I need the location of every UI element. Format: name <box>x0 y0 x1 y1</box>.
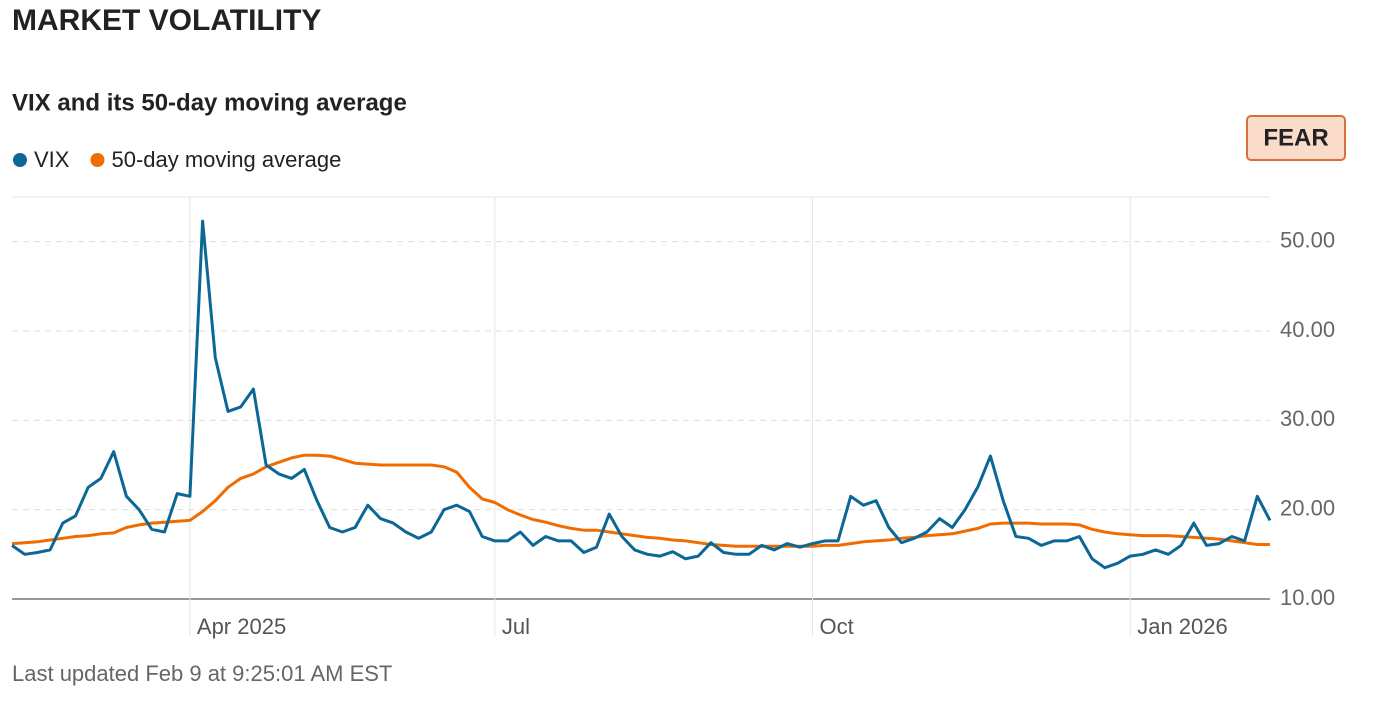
legend-swatch <box>90 153 105 167</box>
badge-box <box>1246 115 1346 161</box>
x-tick-label: Jan 2026 <box>1137 614 1228 639</box>
y-tick-label: 10.00 <box>1280 585 1335 610</box>
x-tick-label: Apr 2025 <box>197 614 286 639</box>
chart-title: VIX and its 50-day moving average <box>12 89 407 116</box>
badge: FEAR <box>1263 124 1328 151</box>
x-tick-label: Oct <box>820 614 854 639</box>
series-line <box>11 453 1270 548</box>
legend-label: VIX <box>34 147 70 172</box>
legend-label: 50-day moving average <box>111 147 341 172</box>
series-line <box>11 219 1272 570</box>
x-tick-label: Jul <box>502 614 530 639</box>
legend-swatch <box>13 153 27 167</box>
y-tick-label: 30.00 <box>1280 406 1335 431</box>
y-tick-label: 50.00 <box>1280 227 1335 252</box>
y-tick-label: 40.00 <box>1280 317 1335 342</box>
footnote: Last updated Feb 9 at 9:25:01 AM EST <box>12 661 392 686</box>
y-tick-label: 20.00 <box>1280 495 1335 520</box>
page-header: MARKET VOLATILITY <box>12 4 321 37</box>
